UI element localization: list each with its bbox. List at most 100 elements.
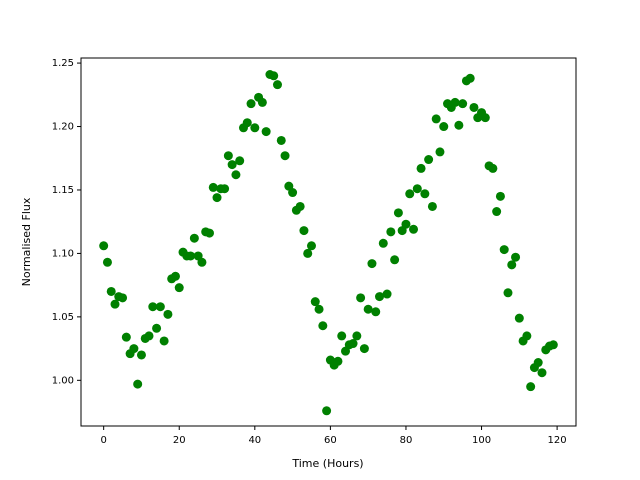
data-point: [242, 118, 252, 128]
x-tick-label: 80: [400, 435, 413, 446]
data-point: [416, 163, 426, 173]
data-point: [189, 233, 199, 243]
data-point: [204, 228, 214, 238]
data-point: [337, 331, 347, 341]
data-point: [450, 97, 460, 107]
x-tick-label: 60: [324, 435, 337, 446]
data-point: [439, 122, 449, 132]
data-point: [310, 297, 320, 307]
data-point: [280, 151, 290, 161]
data-point: [454, 120, 464, 130]
data-point: [359, 344, 369, 354]
data-point: [118, 293, 128, 303]
data-point: [322, 406, 332, 416]
data-point: [106, 286, 116, 296]
x-axis-label: Time (Hours): [291, 457, 363, 470]
plot-frame: [80, 57, 577, 427]
x-tick-label: 40: [248, 435, 261, 446]
data-point: [269, 71, 279, 81]
data-point: [197, 257, 207, 267]
data-point: [152, 323, 162, 333]
data-point: [295, 201, 305, 211]
data-point: [488, 163, 498, 173]
data-point: [314, 304, 324, 314]
data-point: [250, 123, 260, 133]
data-point: [533, 358, 543, 368]
x-tick-label: 100: [472, 435, 491, 446]
data-point: [499, 245, 509, 255]
data-point: [537, 368, 547, 378]
data-point: [480, 113, 490, 123]
data-point: [420, 189, 430, 199]
data-point: [465, 73, 475, 83]
data-point: [246, 99, 256, 109]
data-point: [303, 248, 313, 258]
data-point: [333, 356, 343, 366]
data-point: [469, 102, 479, 112]
data-point: [390, 255, 400, 265]
data-point: [144, 331, 154, 341]
data-point: [223, 151, 233, 161]
data-point: [299, 226, 309, 236]
data-point: [548, 340, 558, 350]
data-point: [136, 350, 146, 360]
data-point: [363, 304, 373, 314]
data-point: [386, 227, 396, 237]
data-point: [99, 241, 109, 251]
data-point: [261, 127, 271, 137]
data-point: [133, 379, 143, 389]
data-point: [318, 321, 328, 331]
y-tick-label: 1.15: [52, 185, 74, 196]
data-point: [235, 156, 245, 166]
data-point: [159, 336, 169, 346]
data-point: [424, 155, 434, 165]
data-point: [412, 184, 422, 194]
data-point: [227, 160, 237, 170]
data-point: [367, 259, 377, 269]
data-point: [231, 170, 241, 180]
data-point: [492, 207, 502, 217]
data-point: [495, 191, 505, 201]
data-point: [348, 339, 358, 349]
data-point: [409, 224, 419, 234]
data-point: [435, 147, 445, 157]
data-point: [356, 293, 366, 303]
data-point: [401, 219, 411, 229]
y-axis-label: Normalised Flux: [20, 197, 33, 286]
data-point: [514, 313, 524, 323]
data-point: [110, 299, 120, 309]
x-tick-label: 20: [173, 435, 186, 446]
data-point: [163, 309, 173, 319]
data-point: [220, 184, 230, 194]
data-point: [382, 289, 392, 299]
x-tick-label: 0: [100, 435, 106, 446]
data-point: [102, 257, 112, 267]
data-point: [170, 271, 180, 281]
y-tick-label: 1.25: [52, 58, 74, 69]
data-point: [272, 80, 282, 90]
data-point: [306, 241, 316, 251]
data-point: [352, 331, 362, 341]
data-point: [186, 251, 196, 261]
y-tick-label: 1.20: [52, 122, 74, 133]
data-point: [503, 288, 513, 298]
data-point: [212, 193, 222, 203]
data-point: [526, 382, 536, 392]
data-point: [507, 260, 517, 270]
data-point: [431, 114, 441, 124]
data-point: [121, 332, 131, 342]
data-point: [276, 135, 286, 145]
data-point: [393, 208, 403, 218]
data-point: [257, 97, 267, 107]
data-point: [405, 189, 415, 199]
data-point: [155, 302, 165, 312]
y-tick-label: 1.10: [52, 248, 74, 259]
data-point: [375, 292, 385, 302]
data-point: [208, 182, 218, 192]
y-tick-label: 1.00: [52, 375, 74, 386]
x-tick-label: 120: [548, 435, 567, 446]
data-point: [458, 99, 468, 109]
y-tick-label: 1.05: [52, 312, 74, 323]
data-point: [288, 188, 298, 198]
